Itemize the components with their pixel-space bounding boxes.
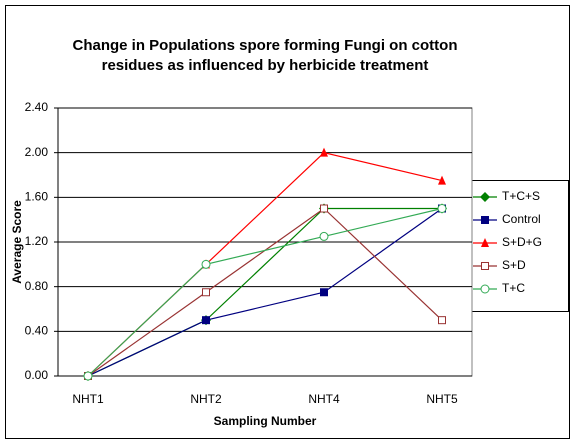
y-tick-label: 0.40 <box>25 324 49 338</box>
x-axis-title: Sampling Number <box>214 414 317 428</box>
marker <box>320 288 328 297</box>
chart-title: residues as influenced by herbicide trea… <box>102 57 429 74</box>
y-tick-label: 0.00 <box>25 368 49 382</box>
x-tick-label: NHT2 <box>190 392 222 406</box>
legend-marker <box>481 216 489 224</box>
marker <box>320 147 328 157</box>
marker <box>320 204 328 213</box>
y-tick-label: 2.00 <box>25 145 49 159</box>
x-tick-label: NHT1 <box>72 392 104 406</box>
legend-marker <box>481 238 489 247</box>
series-line <box>87 207 443 377</box>
x-tick-label: NHT4 <box>308 392 340 406</box>
legend-marker <box>480 284 490 294</box>
y-tick-label: 1.20 <box>25 234 49 248</box>
legend-label: S+D+G <box>502 235 542 249</box>
legend-label: S+D <box>502 258 526 272</box>
y-tick-label: 0.80 <box>25 279 49 293</box>
marker <box>83 371 93 381</box>
series-line <box>87 208 443 377</box>
marker <box>319 231 329 241</box>
y-axis-title: Average Score <box>10 200 24 284</box>
marker <box>202 316 210 325</box>
legend-marker <box>480 192 490 202</box>
legend-label: T+C <box>502 281 525 295</box>
y-tick-label: 2.40 <box>25 100 49 114</box>
legend-marker <box>481 262 489 270</box>
marker <box>438 316 446 325</box>
marker <box>438 175 446 185</box>
y-tick-label: 1.60 <box>25 190 49 204</box>
chart-title: Change in Populations spore forming Fung… <box>73 37 458 54</box>
marker <box>202 288 210 297</box>
marker <box>437 204 447 213</box>
legend-label: T+C+S <box>502 189 540 203</box>
legend-label: Control <box>502 212 541 226</box>
x-tick-label: NHT5 <box>426 392 458 406</box>
marker <box>201 259 211 269</box>
